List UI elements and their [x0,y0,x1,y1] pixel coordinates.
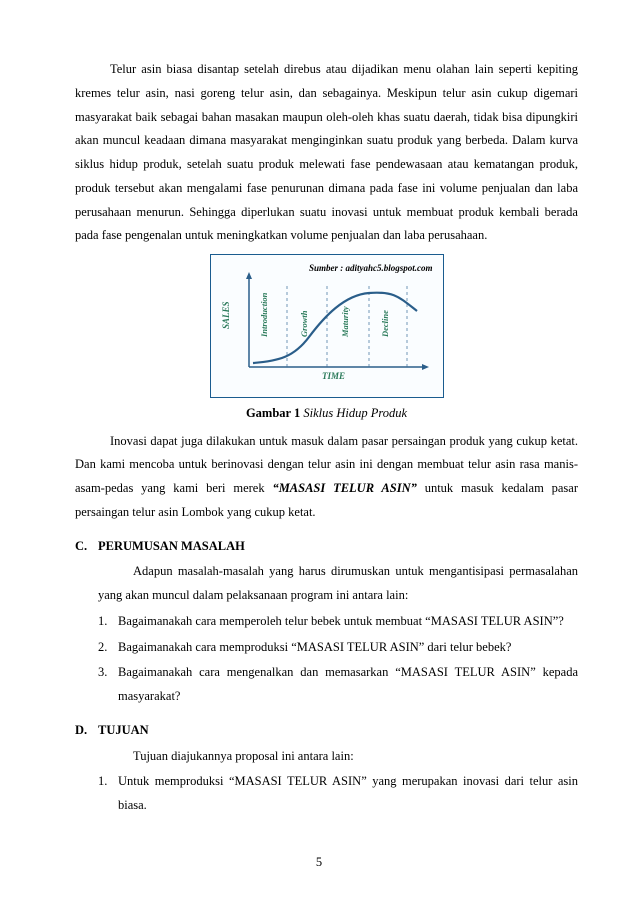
section-c-list: 1.Bagaimanakah cara memperoleh telur beb… [98,610,578,709]
list-item-text: Untuk memproduksi “MASASI TELUR ASIN” ya… [118,770,578,818]
section-c-header: C. PERUMUSAN MASALAH [75,535,578,559]
svg-text:SALES: SALES [221,301,231,329]
section-c-title: PERUMUSAN MASALAH [98,535,245,559]
list-item-number: 1. [98,770,118,818]
list-item-number: 2. [98,636,118,660]
brand-name: “MASASI TELUR ASIN” [272,481,416,495]
caption-number: Gambar 1 [246,406,300,420]
list-item-text: Bagaimanakah cara memproduksi “MASASI TE… [118,636,578,660]
section-d-title: TUJUAN [98,719,149,743]
list-item: 3.Bagaimanakah cara mengenalkan dan mema… [98,661,578,709]
svg-text:Growth: Growth [299,310,309,337]
svg-text:Decline: Decline [380,310,390,338]
list-item: 2.Bagaimanakah cara memproduksi “MASASI … [98,636,578,660]
list-item-number: 1. [98,610,118,634]
chart-box: Sumber : adityahc5.blogspot.com SALES TIM… [210,254,444,398]
list-item-text: Bagaimanakah cara memperoleh telur bebek… [118,610,578,634]
section-d-intro: Tujuan diajukannya proposal ini antara l… [98,745,578,769]
figure-caption: Gambar 1 Siklus Hidup Produk [75,402,578,426]
section-d-list: 1.Untuk memproduksi “MASASI TELUR ASIN” … [98,770,578,818]
page-number: 5 [0,851,638,875]
section-c-intro: Adapun masalah-masalah yang harus dirumu… [98,560,578,608]
section-c-letter: C. [75,535,98,559]
chart-container: Sumber : adityahc5.blogspot.com SALES TIM… [75,254,578,398]
list-item: 1.Untuk memproduksi “MASASI TELUR ASIN” … [98,770,578,818]
paragraph-1: Telur asin biasa disantap setelah direbu… [75,58,578,248]
svg-text:Introduction: Introduction [259,292,269,338]
chart-source: Sumber : adityahc5.blogspot.com [309,260,433,277]
paragraph-2: Inovasi dapat juga dilakukan untuk masuk… [75,430,578,525]
svg-text:Maturity: Maturity [340,306,350,338]
product-lifecycle-chart: SALES TIME Introduction Growth Maturity Decli… [215,259,435,384]
caption-text: Siklus Hidup Produk [300,406,407,420]
svg-text:TIME: TIME [322,371,345,381]
section-d-letter: D. [75,719,98,743]
section-d-header: D. TUJUAN [75,719,578,743]
list-item: 1.Bagaimanakah cara memperoleh telur beb… [98,610,578,634]
list-item-text: Bagaimanakah cara mengenalkan dan memasa… [118,661,578,709]
list-item-number: 3. [98,661,118,709]
